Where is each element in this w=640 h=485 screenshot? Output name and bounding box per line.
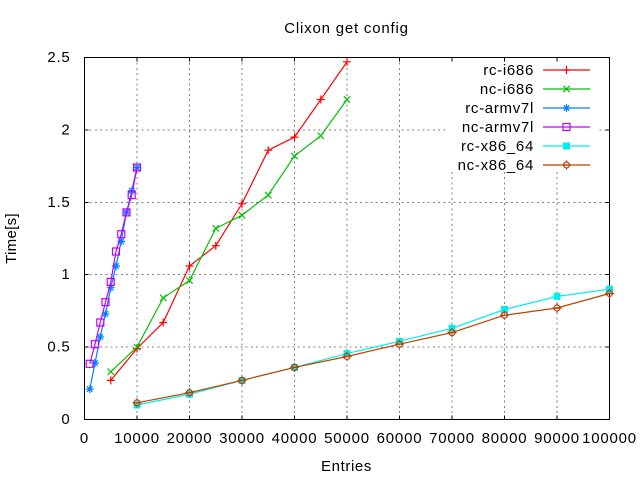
svg-text:0: 0 xyxy=(61,411,70,428)
svg-text:nc-armv7l: nc-armv7l xyxy=(462,119,534,136)
svg-text:2.5: 2.5 xyxy=(47,49,70,66)
svg-text:Entries: Entries xyxy=(321,458,372,475)
svg-text:1: 1 xyxy=(61,266,70,283)
svg-text:40000: 40000 xyxy=(272,430,318,447)
svg-text:rc-x86_64: rc-x86_64 xyxy=(461,138,534,155)
svg-text:90000: 90000 xyxy=(534,430,580,447)
svg-text:80000: 80000 xyxy=(482,430,528,447)
svg-text:rc-i686: rc-i686 xyxy=(483,62,534,79)
svg-text:100000: 100000 xyxy=(582,430,637,447)
svg-text:1.5: 1.5 xyxy=(47,194,70,211)
svg-text:20000: 20000 xyxy=(167,430,213,447)
svg-text:10000: 10000 xyxy=(114,430,160,447)
svg-text:2: 2 xyxy=(61,121,70,138)
svg-text:Time[s]: Time[s] xyxy=(3,213,20,264)
svg-text:30000: 30000 xyxy=(219,430,265,447)
svg-text:70000: 70000 xyxy=(429,430,475,447)
svg-text:nc-x86_64: nc-x86_64 xyxy=(458,157,534,174)
svg-text:nc-i686: nc-i686 xyxy=(480,81,534,98)
svg-text:60000: 60000 xyxy=(377,430,423,447)
svg-text:50000: 50000 xyxy=(324,430,370,447)
svg-text:0: 0 xyxy=(80,430,89,447)
svg-text:rc-armv7l: rc-armv7l xyxy=(465,100,534,117)
svg-text:0.5: 0.5 xyxy=(47,339,70,356)
svg-text:Clixon get config: Clixon get config xyxy=(284,20,409,37)
